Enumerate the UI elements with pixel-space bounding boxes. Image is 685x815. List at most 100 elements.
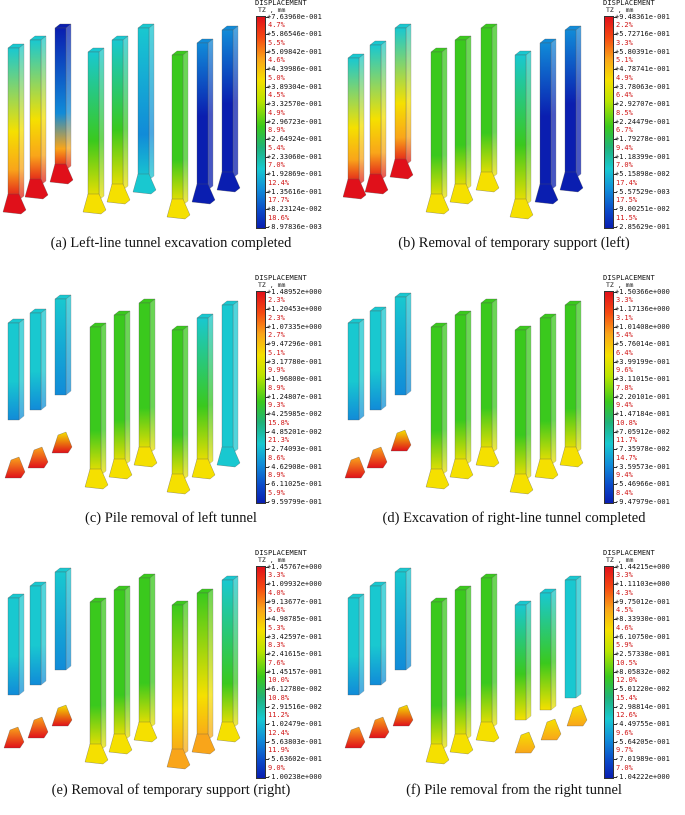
panel-b: DISPLACEMENT TZ , mm +9.48361e-001 +5.727… bbox=[343, 0, 685, 265]
legend-percent: 9.6% bbox=[616, 728, 633, 737]
legend-tick bbox=[613, 139, 617, 140]
legend-tick bbox=[265, 636, 269, 638]
legend-value: -9.59799e-001 bbox=[267, 497, 322, 506]
pile-column bbox=[343, 53, 367, 200]
legend-percent: 11.9% bbox=[268, 746, 290, 754]
contour-legend: DISPLACEMENT TZ , mm +1.44215e+000 +1.111… bbox=[603, 549, 685, 781]
legend-value: +7.63960e-001 bbox=[267, 12, 322, 21]
legend-value: +5.15898e-002 bbox=[615, 170, 670, 178]
legend-percent: 9.4% bbox=[616, 143, 633, 152]
legend-value: -5.46966e-001 bbox=[615, 480, 670, 488]
model-view bbox=[2, 23, 241, 220]
legend-value: +3.42597e-001 bbox=[267, 632, 322, 641]
legend-tick bbox=[265, 191, 269, 193]
legend-value: -2.74093e-001 bbox=[267, 445, 322, 453]
legend-color-bar bbox=[256, 566, 266, 779]
legend-tick bbox=[265, 566, 269, 568]
legend-percent: 5.1% bbox=[616, 56, 633, 64]
legend-value: -4.62908e-001 bbox=[267, 462, 322, 471]
legend-tick bbox=[613, 484, 617, 485]
legend-percent: 8.3% bbox=[268, 641, 285, 649]
legend-percent: 10.5% bbox=[616, 658, 638, 667]
legend-tick bbox=[265, 156, 269, 158]
legend-value: -1.02479e-001 bbox=[267, 720, 322, 728]
removed-pile-fragment bbox=[566, 704, 588, 727]
legend-percent: 7.8% bbox=[616, 383, 633, 392]
pile-column bbox=[534, 38, 559, 205]
legend-tick bbox=[613, 69, 617, 70]
legend-title: DISPLACEMENT bbox=[603, 0, 655, 7]
pile-column bbox=[369, 306, 387, 411]
legend-tick bbox=[265, 689, 269, 690]
pile-column bbox=[108, 585, 133, 755]
legend-value: +1.44215e+000 bbox=[615, 562, 670, 571]
legend-percent: 5.6% bbox=[268, 606, 285, 614]
legend-percent: 9.6% bbox=[616, 366, 633, 374]
legend-percent: 17.5% bbox=[616, 196, 638, 204]
legend-value: +3.11015e-001 bbox=[615, 375, 670, 383]
legend-value: +1.48952e+000 bbox=[267, 287, 322, 296]
pile-column bbox=[82, 47, 107, 215]
pile-column bbox=[29, 308, 47, 411]
legend-component: TZ , mm bbox=[258, 281, 286, 289]
legend-value: +1.45767e+000 bbox=[267, 562, 322, 571]
legend-value: -9.47979e-001 bbox=[615, 497, 670, 506]
pile-column bbox=[449, 585, 474, 755]
removed-pile-fragment bbox=[4, 456, 26, 479]
legend-tick bbox=[613, 501, 617, 503]
legend-percent: 4.6% bbox=[616, 623, 633, 632]
legend-color-bar bbox=[256, 16, 266, 229]
pile-column bbox=[559, 300, 584, 468]
legend-value: +2.92707e-001 bbox=[615, 100, 670, 108]
legend-percent: 15.8% bbox=[268, 418, 290, 427]
pile-column bbox=[191, 588, 216, 755]
legend-percent: 5.5% bbox=[268, 38, 285, 47]
pile-column bbox=[475, 573, 500, 743]
pile-column bbox=[216, 25, 241, 193]
legend-title: DISPLACEMENT bbox=[603, 549, 655, 557]
pile-column bbox=[106, 35, 131, 205]
legend-tick bbox=[613, 601, 617, 603]
legend-value: +8.33930e-001 bbox=[615, 615, 670, 623]
legend-value: +1.09932e+000 bbox=[267, 580, 322, 588]
legend-tick bbox=[613, 759, 617, 760]
legend-value: +4.39986e-001 bbox=[267, 65, 322, 73]
legend-percent: 12.6% bbox=[616, 711, 638, 719]
legend-value: -5.01220e-002 bbox=[615, 685, 670, 693]
pile-column bbox=[425, 47, 450, 215]
pile-column bbox=[166, 325, 191, 495]
legend-tick bbox=[613, 466, 617, 468]
pile-column bbox=[475, 23, 500, 193]
legend-tick bbox=[613, 654, 617, 655]
model-view bbox=[3, 567, 241, 770]
pile-column bbox=[84, 597, 109, 765]
legend-tick bbox=[613, 51, 617, 53]
legend-value: +2.24479e-001 bbox=[615, 117, 670, 126]
legend-value: +1.45157e-001 bbox=[267, 667, 322, 676]
legend-percent: 9.0% bbox=[268, 763, 285, 772]
legend-percent: 2.7% bbox=[268, 331, 285, 339]
pile-column bbox=[191, 313, 216, 480]
caption: (c) Pile removal of left tunnel bbox=[85, 510, 257, 526]
legend-value: +1.50366e+000 bbox=[615, 287, 670, 296]
pile-column bbox=[347, 593, 365, 696]
legend-tick bbox=[265, 104, 269, 105]
legend-value: +3.99199e-001 bbox=[615, 357, 670, 366]
pile-column bbox=[191, 38, 216, 205]
removed-pile-fragment bbox=[344, 726, 366, 749]
caption: (d) Excavation of right-line tunnel comp… bbox=[382, 510, 646, 526]
legend-tick bbox=[613, 16, 617, 18]
legend-value: +1.79278e-001 bbox=[615, 135, 670, 143]
legend-tick bbox=[265, 361, 269, 363]
legend-tick bbox=[613, 741, 617, 743]
pile-column bbox=[425, 322, 450, 490]
legend-tick bbox=[265, 326, 269, 328]
legend-value: -2.98814e-001 bbox=[615, 702, 670, 711]
legend-percent: 17.7% bbox=[268, 196, 290, 204]
legend-title: DISPLACEMENT bbox=[255, 549, 307, 557]
legend-tick bbox=[613, 724, 617, 725]
legend-percent: 3.1% bbox=[616, 313, 633, 322]
removed-pile-fragment bbox=[514, 731, 536, 754]
legend-tick bbox=[613, 671, 617, 673]
removed-pile-fragment bbox=[27, 716, 49, 739]
